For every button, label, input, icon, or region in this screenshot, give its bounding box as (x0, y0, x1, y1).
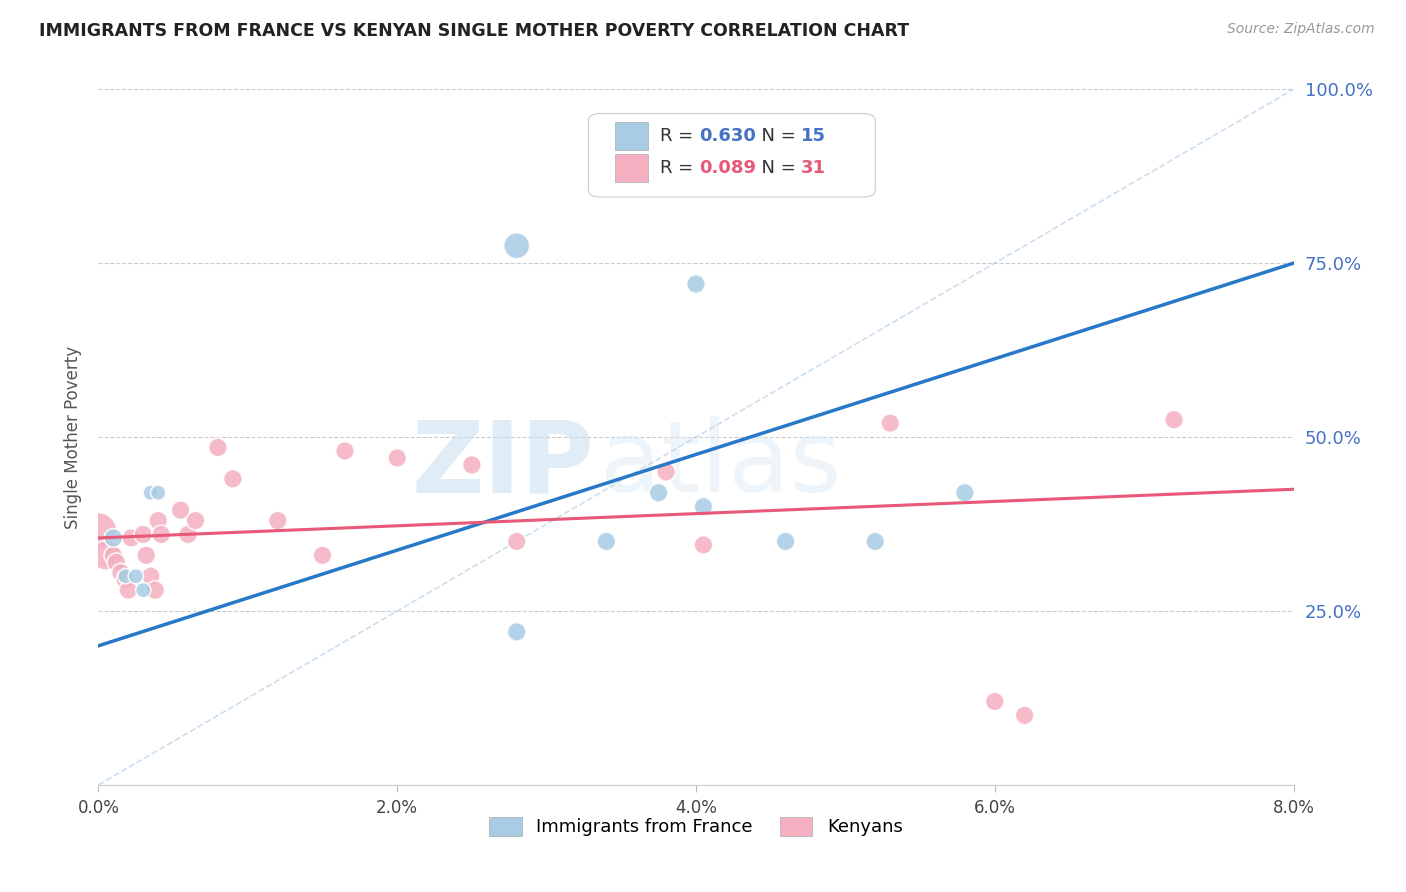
Point (169, 503, 191, 517)
Point (132, 527, 155, 541)
Point (385, 450, 409, 465)
Text: ZIP: ZIP (412, 417, 595, 514)
Point (692, 538, 714, 552)
Point (953, 485, 976, 500)
Point (461, 458, 484, 472)
Point (148, 485, 170, 500)
Point (647, 485, 669, 500)
Text: 31: 31 (801, 159, 827, 177)
Point (311, 549, 333, 563)
Point (120, 531, 142, 545)
Text: 0.089: 0.089 (700, 159, 756, 177)
Point (775, 534, 797, 549)
Point (692, 500, 714, 514)
Text: Source: ZipAtlas.com: Source: ZipAtlas.com (1227, 22, 1375, 37)
Point (143, 583, 166, 598)
Point (222, 472, 245, 486)
Point (110, 566, 132, 580)
Point (177, 527, 200, 541)
Point (103, 549, 125, 563)
Point (114, 569, 136, 583)
FancyBboxPatch shape (614, 122, 648, 150)
Text: 15: 15 (801, 127, 827, 145)
Point (267, 514, 290, 528)
Point (685, 277, 707, 291)
Point (103, 531, 125, 545)
Point (94, 549, 117, 563)
Point (1014, 708, 1036, 723)
Point (506, 238, 529, 253)
FancyBboxPatch shape (614, 154, 648, 182)
Point (148, 514, 170, 528)
Point (506, 534, 529, 549)
Point (333, 444, 356, 458)
Point (1163, 412, 1185, 426)
Point (506, 624, 529, 639)
Point (595, 534, 617, 549)
Text: 0.630: 0.630 (700, 127, 756, 145)
Text: IMMIGRANTS FROM FRANCE VS KENYAN SINGLE MOTHER POVERTY CORRELATION CHART: IMMIGRANTS FROM FRANCE VS KENYAN SINGLE … (39, 22, 910, 40)
Point (184, 514, 207, 528)
Text: R =: R = (661, 159, 699, 177)
Point (105, 555, 128, 569)
Y-axis label: Single Mother Poverty: Single Mother Poverty (63, 345, 82, 529)
FancyBboxPatch shape (589, 113, 875, 197)
Point (132, 583, 155, 598)
Text: N =: N = (749, 159, 801, 177)
Point (984, 694, 1007, 708)
Legend: Immigrants from France, Kenyans: Immigrants from France, Kenyans (481, 808, 911, 846)
Point (87, 524, 110, 538)
Point (139, 569, 162, 583)
Text: N =: N = (749, 127, 801, 145)
Point (207, 441, 229, 455)
Point (117, 583, 139, 598)
Point (135, 549, 157, 563)
Text: R =: R = (661, 127, 699, 145)
Point (139, 485, 162, 500)
Point (655, 465, 678, 479)
Point (865, 534, 887, 549)
Text: atlas: atlas (600, 417, 842, 514)
Point (879, 416, 901, 430)
Point (125, 569, 148, 583)
Point (150, 527, 173, 541)
Point (114, 573, 136, 587)
